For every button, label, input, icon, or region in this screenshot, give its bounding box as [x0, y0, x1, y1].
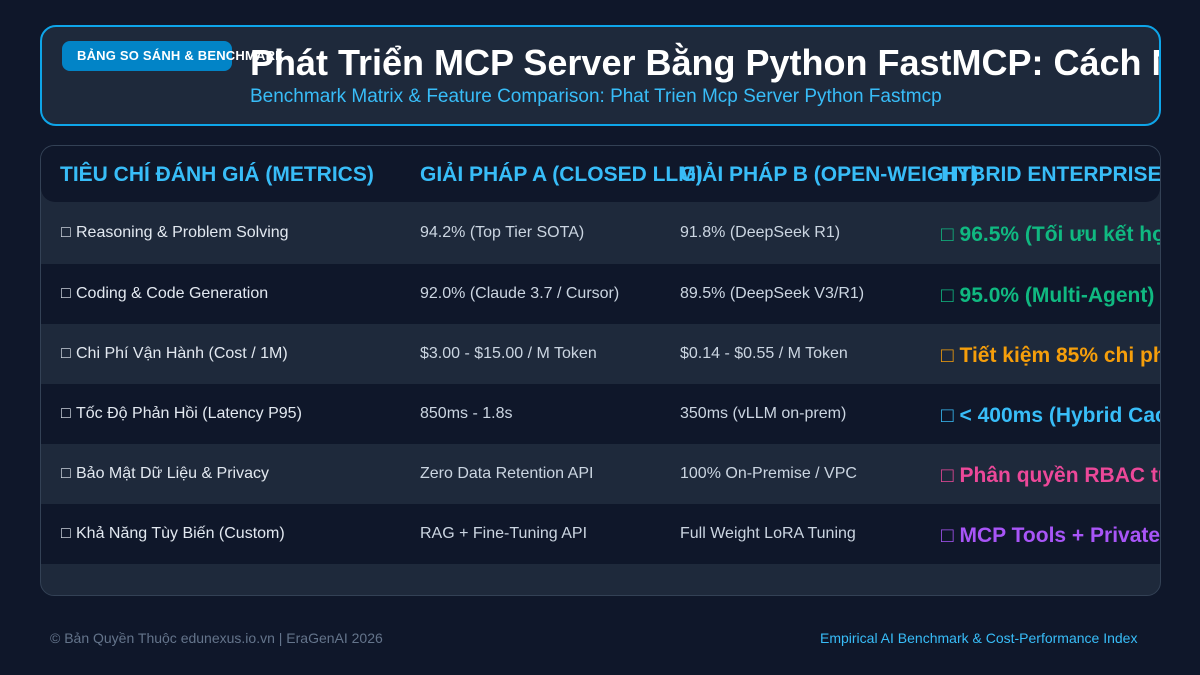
metric-icon: □ — [61, 405, 71, 422]
column-header-hybrid: HYBRID ENTERPRISE ST — [941, 163, 1161, 186]
metric-icon: □ — [61, 345, 71, 362]
solution-a-cell: 94.2% (Top Tier SOTA) — [420, 224, 585, 241]
hybrid-cell: □ < 400ms (Hybrid Cache — [941, 404, 1160, 427]
metric-cell: □ Chi Phí Vận Hành (Cost / 1M) — [61, 324, 288, 384]
solution-a-cell: RAG + Fine-Tuning API — [420, 525, 588, 542]
solution-a-cell: 850ms - 1.8s — [420, 405, 513, 422]
table-row: □ Bảo Mật Dữ Liệu & Privacy Zero Data Ret… — [41, 444, 1160, 504]
table-row: □ Khả Năng Tùy Biến (Custom) RAG + Fine-T… — [41, 504, 1160, 564]
solution-b-cell: 89.5% (DeepSeek V3/R1) — [680, 285, 865, 302]
table-row: □ Coding & Code Generation 92.0% (Claude … — [41, 264, 1160, 324]
metric-cell: □ Coding & Code Generation — [61, 264, 268, 324]
comparison-table: TIÊU CHÍ ĐÁNH GIÁ (METRICS) GIẢI PHÁP A … — [40, 145, 1161, 596]
metric-icon: □ — [61, 224, 71, 241]
solution-b-cell: $0.14 - $0.55 / M Token — [680, 345, 848, 362]
hybrid-cell: □ 95.0% (Multi-Agent) — [941, 284, 1155, 307]
benchmark-index-footer: Empirical AI Benchmark & Cost-Performanc… — [820, 630, 1138, 646]
metric-cell: □ Reasoning & Problem Solving — [61, 203, 289, 263]
metric-cell: □ Tốc Độ Phản Hồi (Latency P95) — [61, 384, 302, 444]
column-header-solution-a: GIẢI PHÁP A (CLOSED LLM) — [420, 163, 703, 186]
table-row: □ Reasoning & Problem Solving 94.2% (Top … — [41, 203, 1160, 263]
column-header-metrics: TIÊU CHÍ ĐÁNH GIÁ (METRICS) — [60, 163, 374, 186]
table-header: TIÊU CHÍ ĐÁNH GIÁ (METRICS) GIẢI PHÁP A … — [41, 146, 1160, 202]
solution-a-cell: Zero Data Retention API — [420, 465, 594, 482]
column-header-solution-b: GIẢI PHÁP B (OPEN-WEIGHT) — [680, 163, 979, 186]
solution-b-cell: 100% On-Premise / VPC — [680, 465, 857, 482]
solution-a-cell: $3.00 - $15.00 / M Token — [420, 345, 597, 362]
metric-cell: □ Khả Năng Tùy Biến (Custom) — [61, 504, 285, 564]
solution-b-cell: 350ms (vLLM on-prem) — [680, 405, 847, 422]
solution-b-cell: Full Weight LoRA Tuning — [680, 525, 856, 542]
solution-a-cell: 92.0% (Claude 3.7 / Cursor) — [420, 285, 620, 302]
metric-icon: □ — [61, 525, 71, 542]
copyright-footer: © Bản Quyền Thuộc edunexus.io.vn | EraGe… — [50, 630, 383, 646]
table-row: □ Tốc Độ Phản Hồi (Latency P95) 850ms - 1… — [41, 384, 1160, 444]
solution-b-cell: 91.8% (DeepSeek R1) — [680, 224, 841, 241]
page-title: Phát Triển MCP Server Bằng Python FastMC… — [250, 42, 1161, 83]
table-row: □ Chi Phí Vận Hành (Cost / 1M) $3.00 - $1… — [41, 324, 1160, 384]
hybrid-cell: □ 96.5% (Tối ưu kết hợp) — [941, 223, 1160, 246]
category-badge: BẢNG SO SÁNH & BENCHMARK — [62, 41, 285, 71]
hybrid-cell: □ Phân quyền RBAC tuyệ — [941, 464, 1160, 487]
metric-cell: □ Bảo Mật Dữ Liệu & Privacy — [61, 444, 269, 504]
hybrid-cell: □ MCP Tools + Private RA — [941, 524, 1161, 547]
metric-icon: □ — [61, 285, 71, 302]
header-card: BẢNG SO SÁNH & BENCHMARK Phát Triển MCP … — [40, 25, 1161, 126]
hybrid-cell: □ Tiết kiệm 85% chi phí — [941, 344, 1161, 367]
page-subtitle: Benchmark Matrix & Feature Comparison: P… — [250, 86, 942, 107]
metric-icon: □ — [61, 465, 71, 482]
